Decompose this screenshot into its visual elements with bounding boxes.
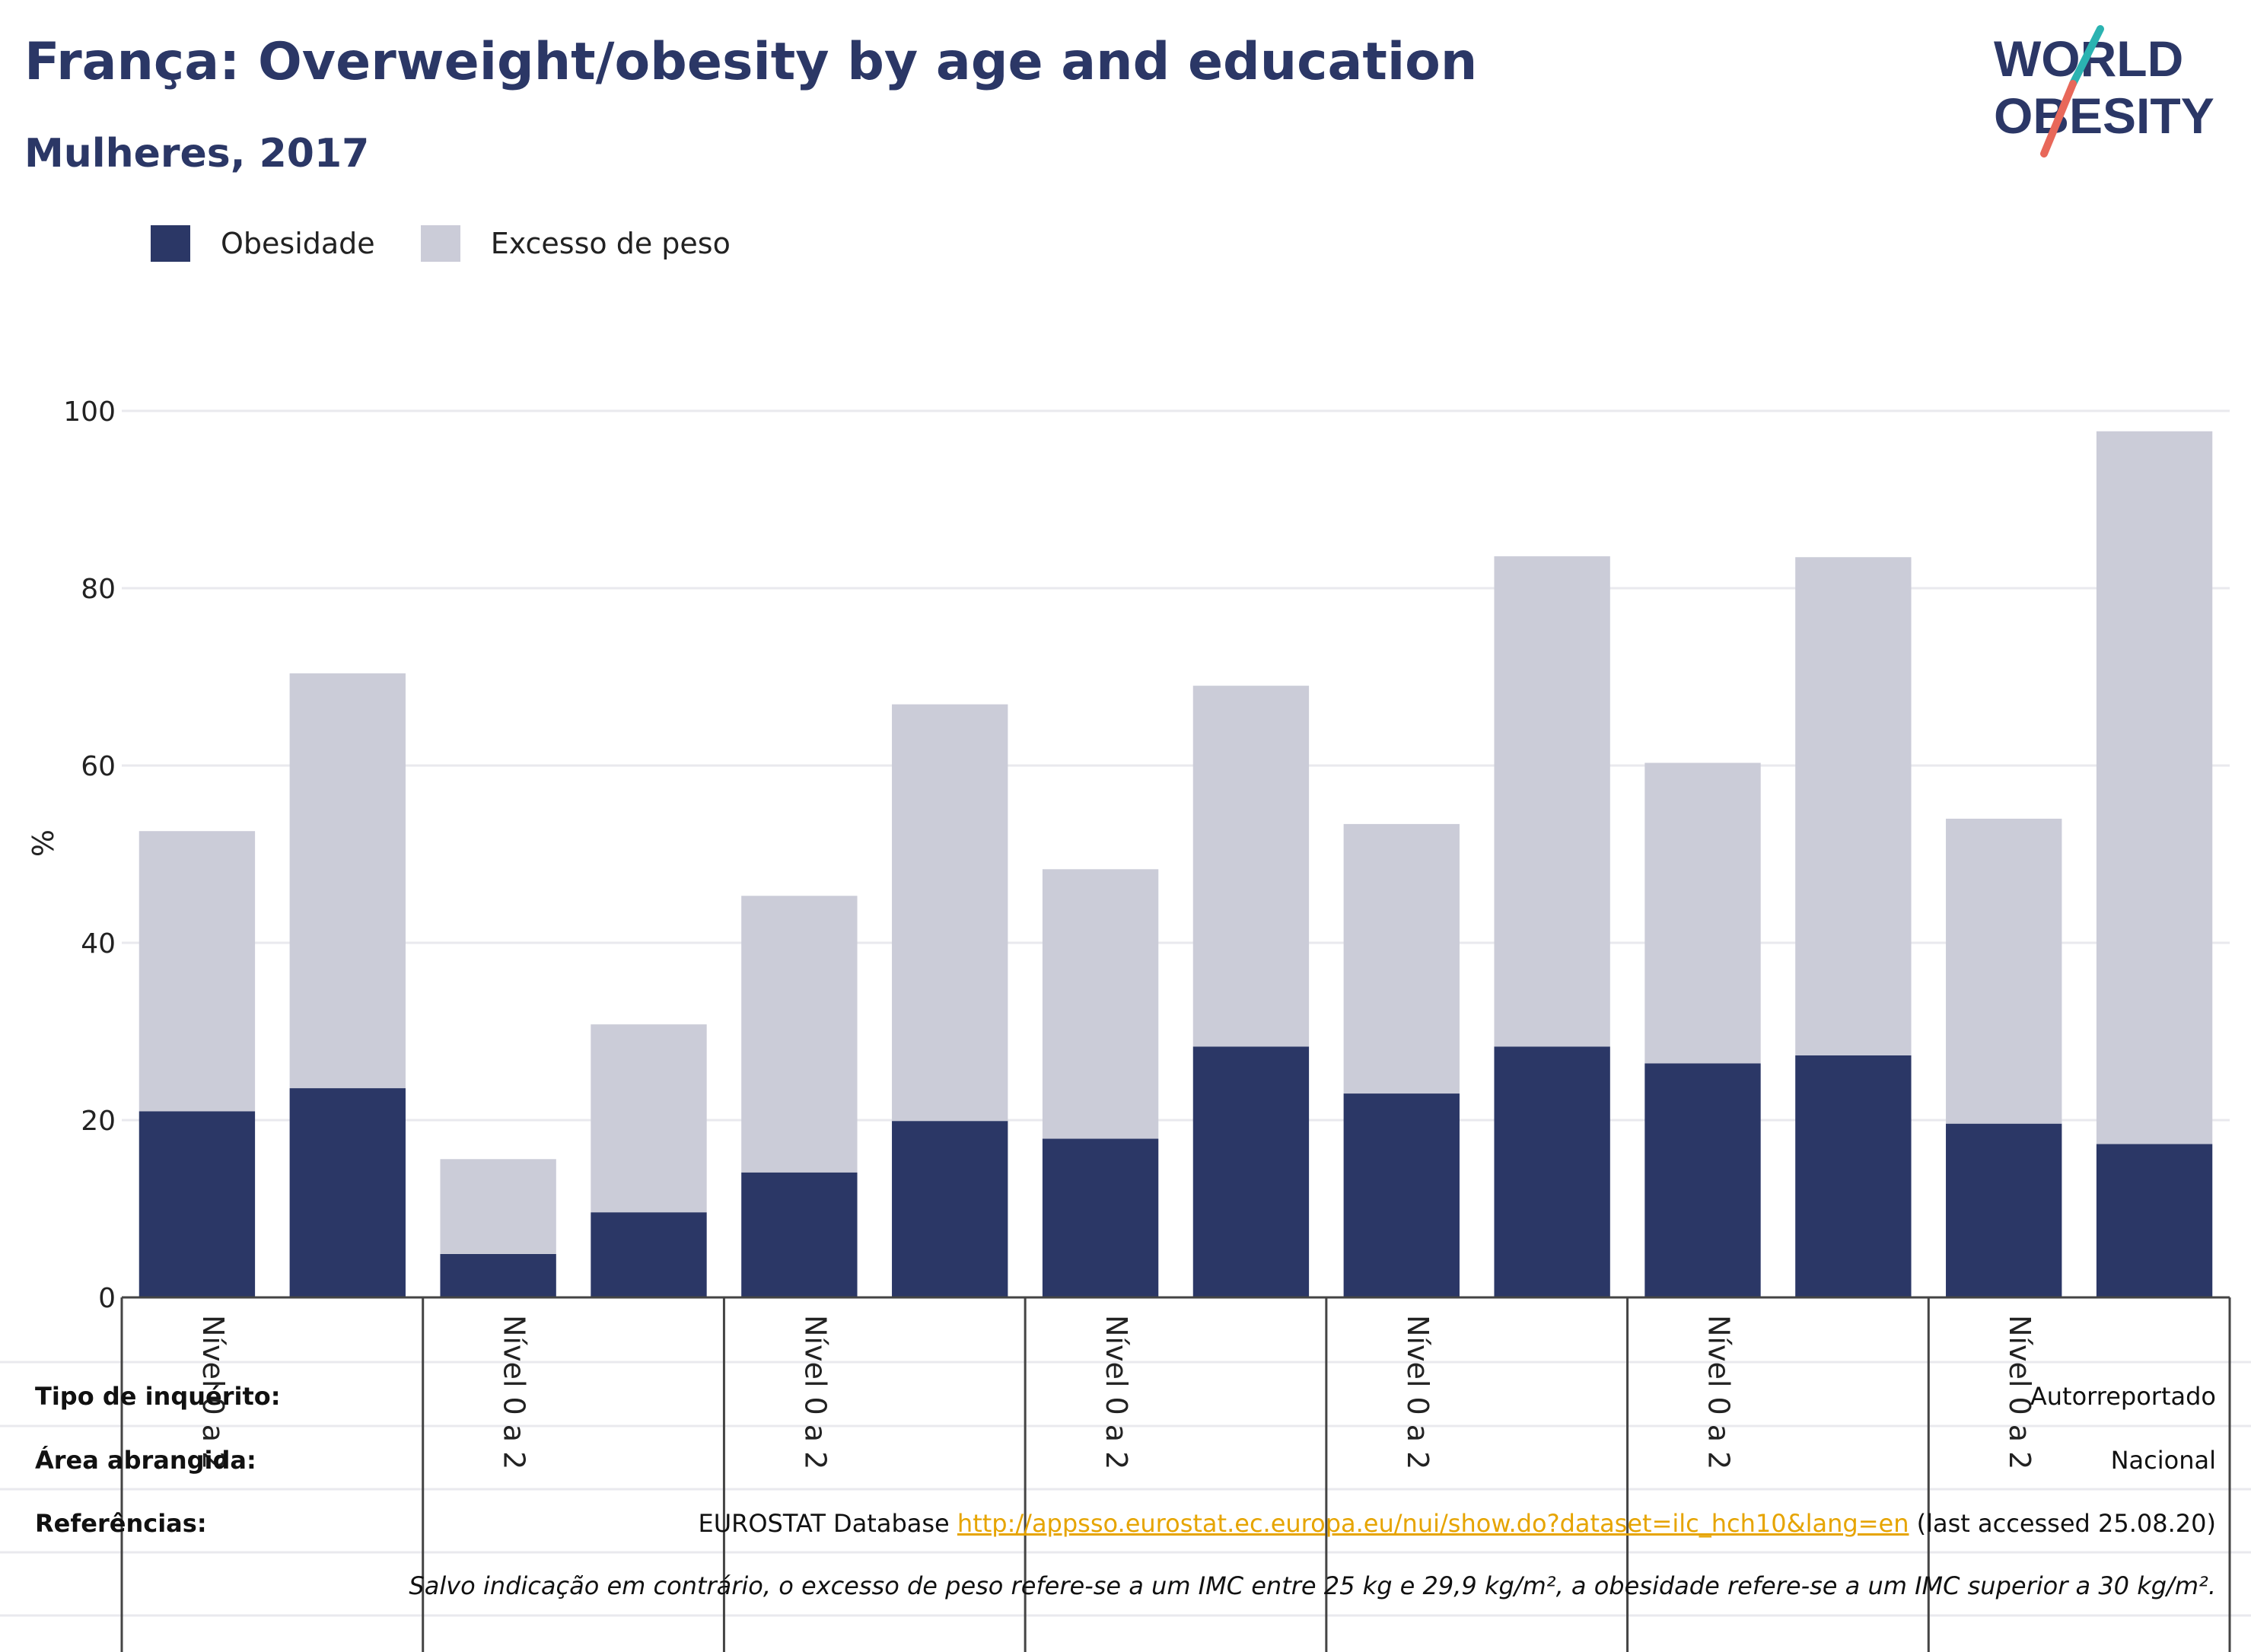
y-tick-label: 20 xyxy=(81,1106,116,1137)
x-group-label: Nível 0 a 2 xyxy=(1100,1315,1133,1469)
bar-overweight xyxy=(289,673,406,1089)
bar-obesity xyxy=(1343,1093,1460,1297)
footer-area-row: Área abrangida: Nacional xyxy=(0,1431,2251,1493)
x-group-label: Nível 0 a 2 xyxy=(196,1315,230,1469)
x-group-label: Nível 0 a 2 xyxy=(1702,1315,1736,1469)
references-link[interactable]: http://appsso.eurostat.ec.europa.eu/nui/… xyxy=(957,1509,1909,1538)
bar-obesity xyxy=(2096,1144,2213,1297)
bar-obesity xyxy=(289,1088,406,1297)
bar-overweight xyxy=(1644,762,1761,1064)
y-tick-label: 80 xyxy=(81,574,116,605)
legend: Obesidade Excesso de peso xyxy=(151,225,776,262)
bar-obesity xyxy=(1795,1055,1912,1297)
references-label: Referências: xyxy=(35,1509,207,1538)
y-tick-label: 100 xyxy=(63,396,116,428)
x-group-label: Nível 0 a 2 xyxy=(1401,1315,1434,1469)
y-tick-label: 60 xyxy=(81,751,116,782)
legend-swatch-overweight xyxy=(420,225,460,262)
footer-references-row: Referências: EUROSTAT Database http://ap… xyxy=(0,1494,2251,1556)
survey-type-value: Autorreportado xyxy=(2030,1382,2216,1411)
chart-subtitle: Mulheres, 2017 xyxy=(24,131,370,177)
bar-overweight xyxy=(1494,556,1610,1047)
legend-item-obesity[interactable]: Obesidade xyxy=(151,225,375,262)
bar-obesity xyxy=(440,1253,556,1297)
bar-obesity xyxy=(1946,1123,2062,1297)
bar-overweight xyxy=(591,1024,707,1213)
logo-slash-bottom xyxy=(2040,80,2077,158)
bar-overweight xyxy=(1192,686,1310,1047)
bar-overweight xyxy=(138,831,256,1112)
legend-swatch-obesity xyxy=(151,225,190,262)
y-axis-label: % xyxy=(27,829,60,857)
legend-item-overweight[interactable]: Excesso de peso xyxy=(420,225,731,262)
x-group-label: Nível 0 a 2 xyxy=(498,1315,531,1469)
bar-obesity xyxy=(1042,1138,1159,1297)
bar-obesity xyxy=(591,1212,707,1297)
bar-overweight xyxy=(1946,818,2062,1124)
references-prefix: EUROSTAT Database xyxy=(698,1509,957,1538)
bar-overweight xyxy=(1795,557,1912,1055)
bar-overweight xyxy=(2096,431,2213,1144)
y-tick-label: 40 xyxy=(81,928,116,960)
chart-title: França: Overweight/obesity by age and ed… xyxy=(24,32,1478,92)
bar-overweight xyxy=(1042,869,1159,1139)
area-label: Área abrangida: xyxy=(35,1446,256,1475)
legend-label-overweight: Excesso de peso xyxy=(490,227,731,260)
references-suffix: (last accessed 25.08.20) xyxy=(1909,1509,2216,1538)
world-obesity-logo: WORLD OBESITY xyxy=(1994,25,2214,158)
bar-overweight xyxy=(440,1159,556,1254)
legend-label-obesity: Obesidade xyxy=(221,227,375,260)
bar-obesity xyxy=(741,1172,858,1297)
x-group-label: Nível 0 a 2 xyxy=(2003,1315,2036,1469)
bar-overweight xyxy=(1343,823,1460,1094)
footer-survey-row: Tipo de inquérito: Autorreportado xyxy=(0,1367,2251,1429)
footnote: Salvo indicação em contrário, o excesso … xyxy=(409,1571,2216,1600)
y-tick-label: 0 xyxy=(98,1283,116,1314)
bar-overweight xyxy=(741,896,858,1173)
bar-obesity xyxy=(138,1111,256,1297)
bar-obesity xyxy=(1192,1046,1310,1297)
survey-type-label: Tipo de inquérito: xyxy=(35,1382,281,1411)
bar-obesity xyxy=(1644,1063,1761,1297)
x-group-label: Nível 0 a 2 xyxy=(798,1315,832,1469)
logo-line2: OBESITY xyxy=(1994,88,2214,144)
bar-obesity xyxy=(1494,1046,1610,1297)
area-value: Nacional xyxy=(2110,1446,2216,1475)
bar-overweight xyxy=(892,704,1008,1122)
bar-obesity xyxy=(892,1121,1008,1297)
footer-note-row: Salvo indicação em contrário, o excesso … xyxy=(0,1556,2251,1619)
references-value: EUROSTAT Database http://appsso.eurostat… xyxy=(698,1509,2216,1538)
logo-slash-top xyxy=(2069,25,2104,88)
